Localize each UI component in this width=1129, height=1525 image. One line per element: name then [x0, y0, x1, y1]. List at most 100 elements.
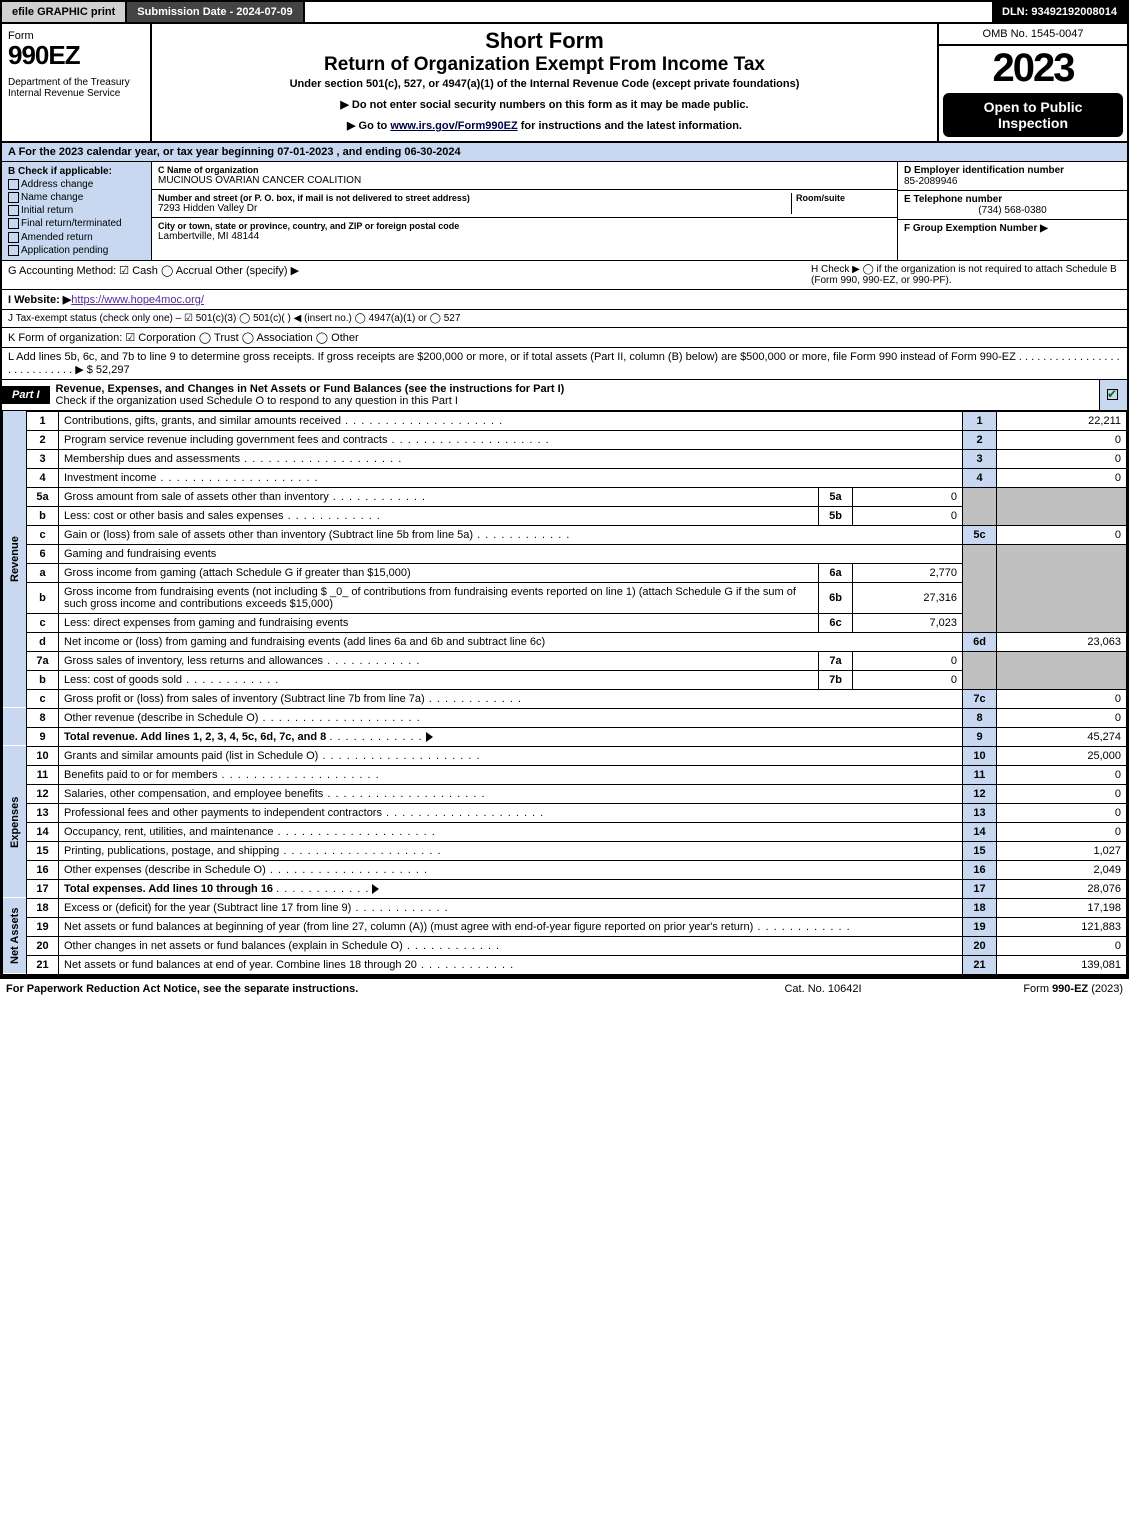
l5b-subv: 0 — [853, 506, 963, 525]
l6b-sub: 6b — [819, 582, 853, 613]
note-ssn: ▶ Do not enter social security numbers o… — [160, 98, 929, 111]
row-g-h: G Accounting Method: ☑ Cash ◯ Accrual Ot… — [2, 261, 1127, 290]
l7b-desc: Less: cost of goods sold — [59, 670, 819, 689]
l4-rn: 4 — [963, 468, 997, 487]
header-center: Short Form Return of Organization Exempt… — [152, 24, 937, 141]
part-1-title: Revenue, Expenses, and Changes in Net As… — [50, 380, 1099, 410]
l5b-desc: Less: cost or other basis and sales expe… — [59, 506, 819, 525]
l5b-num: b — [27, 506, 59, 525]
l14-rn: 14 — [963, 822, 997, 841]
l19-desc: Net assets or fund balances at beginning… — [59, 917, 963, 936]
l8-rn: 8 — [963, 708, 997, 727]
l2-rn: 2 — [963, 430, 997, 449]
paperwork-notice: For Paperwork Reduction Act Notice, see … — [6, 983, 723, 995]
l5ab-grey-amt — [997, 487, 1127, 525]
l2-num: 2 — [27, 430, 59, 449]
l14-num: 14 — [27, 822, 59, 841]
l7c-num: c — [27, 689, 59, 708]
arrow-icon — [372, 884, 379, 894]
header-right: OMB No. 1545-0047 2023 Open to Public In… — [937, 24, 1127, 141]
l7a-sub: 7a — [819, 651, 853, 670]
efile-print-btn[interactable]: efile GRAPHIC print — [2, 2, 127, 22]
street-address: 7293 Hidden Valley Dr — [158, 203, 791, 214]
l1-desc: Contributions, gifts, grants, and simila… — [59, 411, 963, 430]
l5ab-grey — [963, 487, 997, 525]
l7b-subv: 0 — [853, 670, 963, 689]
l5c-amt: 0 — [997, 525, 1127, 544]
group-exemption-row: F Group Exemption Number ▶ — [898, 220, 1127, 237]
city-row: City or town, state or province, country… — [152, 218, 897, 245]
l5a-desc: Gross amount from sale of assets other t… — [59, 487, 819, 506]
side-revenue-cont — [3, 708, 27, 746]
l6b-desc: Gross income from fundraising events (no… — [59, 582, 819, 613]
chk-address-change[interactable]: Address change — [8, 179, 145, 190]
note2-prefix: ▶ Go to — [347, 120, 390, 132]
l6abc-grey-amt — [997, 544, 1127, 632]
ein-label: D Employer identification number — [904, 165, 1121, 176]
l6-num: 6 — [27, 544, 59, 563]
l12-num: 12 — [27, 784, 59, 803]
l15-amt: 1,027 — [997, 841, 1127, 860]
c-name-label: C Name of organization — [158, 165, 891, 175]
cat-no: Cat. No. 10642I — [723, 983, 923, 995]
l19-num: 19 — [27, 917, 59, 936]
row-l: L Add lines 5b, 6c, and 7b to line 9 to … — [2, 348, 1127, 380]
l16-num: 16 — [27, 860, 59, 879]
l6a-sub: 6a — [819, 563, 853, 582]
part-1-checkbox[interactable] — [1099, 380, 1127, 410]
chk-application-pending[interactable]: Application pending — [8, 245, 145, 256]
city-state-zip: Lambertville, MI 48144 — [158, 231, 891, 242]
l1-rn: 1 — [963, 411, 997, 430]
l6d-desc: Net income or (loss) from gaming and fun… — [59, 632, 963, 651]
l7c-amt: 0 — [997, 689, 1127, 708]
open-inspection-badge: Open to Public Inspection — [943, 93, 1123, 137]
website-link[interactable]: https://www.hope4moc.org/ — [71, 294, 204, 306]
form-number: 990EZ — [8, 40, 144, 71]
l2-amt: 0 — [997, 430, 1127, 449]
chk-final-return[interactable]: Final return/terminated — [8, 218, 145, 229]
l10-amt: 25,000 — [997, 746, 1127, 765]
l3-num: 3 — [27, 449, 59, 468]
chk-name-change[interactable]: Name change — [8, 192, 145, 203]
l6a-num: a — [27, 563, 59, 582]
l17-desc: Total expenses. Add lines 10 through 16 — [59, 879, 963, 898]
l6a-desc: Gross income from gaming (attach Schedul… — [59, 563, 819, 582]
form-ref: Form 990-EZ (2023) — [923, 983, 1123, 995]
phone-row: E Telephone number (734) 568-0380 — [898, 191, 1127, 220]
l9-amt: 45,274 — [997, 727, 1127, 746]
l6a-subv: 2,770 — [853, 563, 963, 582]
l6abc-grey — [963, 544, 997, 632]
l21-amt: 139,081 — [997, 955, 1127, 974]
l20-rn: 20 — [963, 936, 997, 955]
l21-desc: Net assets or fund balances at end of ye… — [59, 955, 963, 974]
row-a: A For the 2023 calendar year, or tax yea… — [2, 143, 1127, 162]
l4-desc: Investment income — [59, 468, 963, 487]
l9-num: 9 — [27, 727, 59, 746]
chk-amended[interactable]: Amended return — [8, 232, 145, 243]
irs-link[interactable]: www.irs.gov/Form990EZ — [390, 120, 517, 132]
l7a-subv: 0 — [853, 651, 963, 670]
tax-year: 2023 — [939, 46, 1127, 91]
l10-num: 10 — [27, 746, 59, 765]
l14-amt: 0 — [997, 822, 1127, 841]
l18-desc: Excess or (deficit) for the year (Subtra… — [59, 898, 963, 917]
org-name: MUCINOUS OVARIAN CANCER COALITION — [158, 175, 891, 186]
addr-label: Number and street (or P. O. box, if mail… — [158, 193, 791, 203]
l17-rn: 17 — [963, 879, 997, 898]
topbar-spacer — [305, 2, 992, 22]
row-k: K Form of organization: ☑ Corporation ◯ … — [2, 328, 1127, 348]
l3-desc: Membership dues and assessments — [59, 449, 963, 468]
l6b-subv: 27,316 — [853, 582, 963, 613]
part-1-sub: Check if the organization used Schedule … — [56, 395, 458, 407]
l10-desc: Grants and similar amounts paid (list in… — [59, 746, 963, 765]
l3-rn: 3 — [963, 449, 997, 468]
chk-initial-return[interactable]: Initial return — [8, 205, 145, 216]
l20-amt: 0 — [997, 936, 1127, 955]
l2-desc: Program service revenue including govern… — [59, 430, 963, 449]
footer: For Paperwork Reduction Act Notice, see … — [0, 977, 1129, 999]
col-b: B Check if applicable: Address change Na… — [2, 162, 152, 260]
website-label: I Website: ▶ — [8, 294, 71, 306]
l17-num: 17 — [27, 879, 59, 898]
side-revenue: Revenue — [3, 411, 27, 708]
l13-desc: Professional fees and other payments to … — [59, 803, 963, 822]
